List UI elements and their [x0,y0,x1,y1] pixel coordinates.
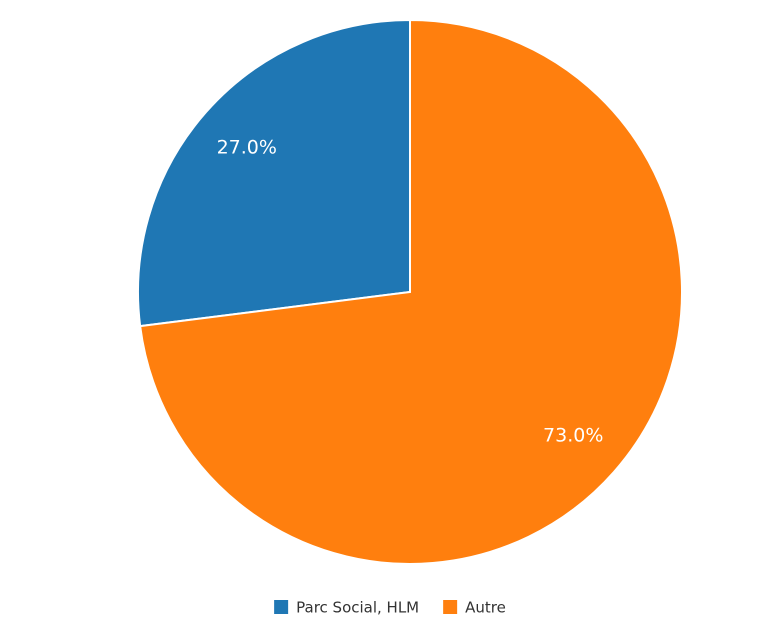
legend-swatch [443,600,458,614]
value-label: 27.0% [217,137,277,159]
pie-slice [137,18,411,328]
pie-slice [139,18,683,565]
legend-label: Parc Social, HLM [296,599,419,617]
legend-swatch [274,600,289,614]
value-label: 73.0% [543,424,603,446]
legend-label: Autre [465,599,506,617]
